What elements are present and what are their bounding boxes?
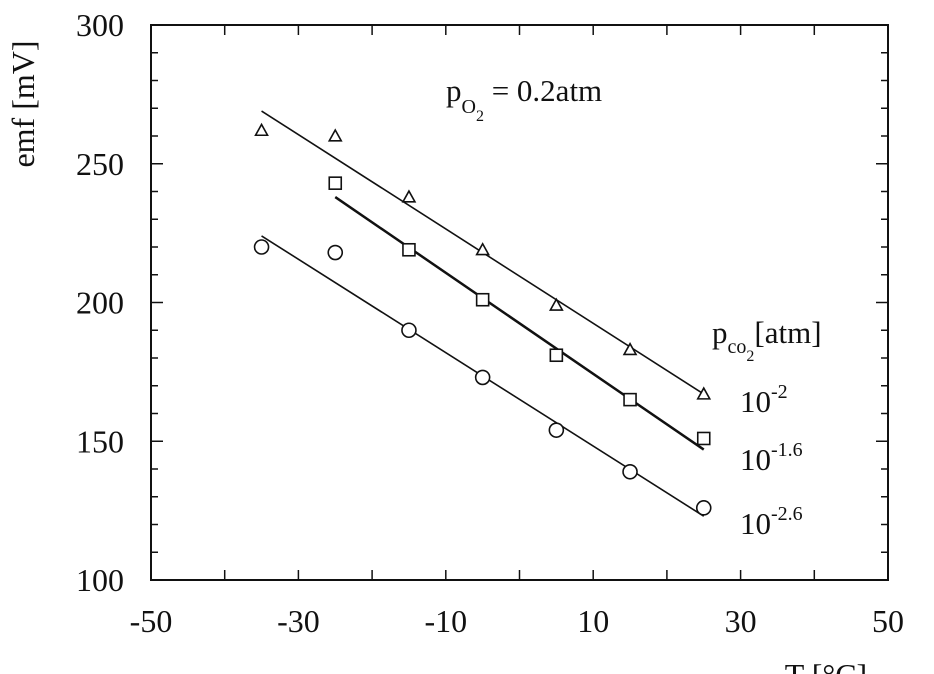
- square-marker: [475, 292, 490, 307]
- fit-line-square: [334, 196, 705, 451]
- x-tick-label: -10: [424, 603, 467, 639]
- circle-marker: [401, 322, 417, 339]
- triangle-marker: [401, 189, 417, 203]
- square-marker: [696, 431, 711, 446]
- triangle-marker: [254, 122, 269, 137]
- circle-marker: [548, 422, 565, 438]
- y-tick-labels: 100 150 200 250 300: [76, 7, 124, 598]
- y-tick-label: 200: [76, 285, 124, 321]
- series-label-1e-1.6: 10-1.6: [740, 439, 803, 477]
- axis-ticks: [150, 24, 889, 581]
- triangle-marker: [548, 297, 564, 311]
- square-marker: [549, 348, 564, 363]
- triangle-marker: [327, 128, 343, 142]
- x-tick-label: 10: [577, 603, 609, 639]
- series-label-1e-2: 10-2: [740, 381, 788, 419]
- plot-frame: [150, 24, 889, 581]
- series-label-1e-2.6: 10-2.6: [740, 503, 803, 541]
- po2-annotation: pO2 = 0.2atm: [446, 73, 602, 125]
- triangle-marker: [622, 342, 638, 356]
- legend-title: pco2[atm]: [712, 315, 822, 365]
- y-tick-label: 100: [76, 562, 124, 598]
- x-tick-label: 30: [725, 603, 757, 639]
- circle-marker: [327, 244, 344, 261]
- circle-marker: [253, 239, 270, 255]
- square-marker: [328, 176, 343, 190]
- data-markers: [253, 122, 712, 516]
- y-tick-label: 250: [76, 146, 124, 182]
- fit-lines: [261, 110, 705, 517]
- square-marker: [623, 392, 637, 407]
- x-tick-labels: -50 -30 -10 10 30 50: [130, 603, 904, 639]
- x-tick-label: -30: [277, 603, 320, 639]
- y-tick-label: 300: [76, 7, 124, 43]
- triangle-marker: [475, 242, 491, 256]
- circle-marker: [695, 500, 712, 516]
- x-axis-label: T [°C]: [785, 657, 867, 674]
- x-tick-label: 50: [872, 603, 904, 639]
- circle-marker: [474, 369, 491, 386]
- circle-marker: [622, 463, 638, 480]
- y-tick-label: 150: [76, 423, 124, 459]
- triangle-marker: [696, 386, 712, 400]
- square-marker: [402, 242, 416, 257]
- y-axis-label: emf [mV]: [5, 40, 41, 167]
- x-tick-label: -50: [130, 603, 173, 639]
